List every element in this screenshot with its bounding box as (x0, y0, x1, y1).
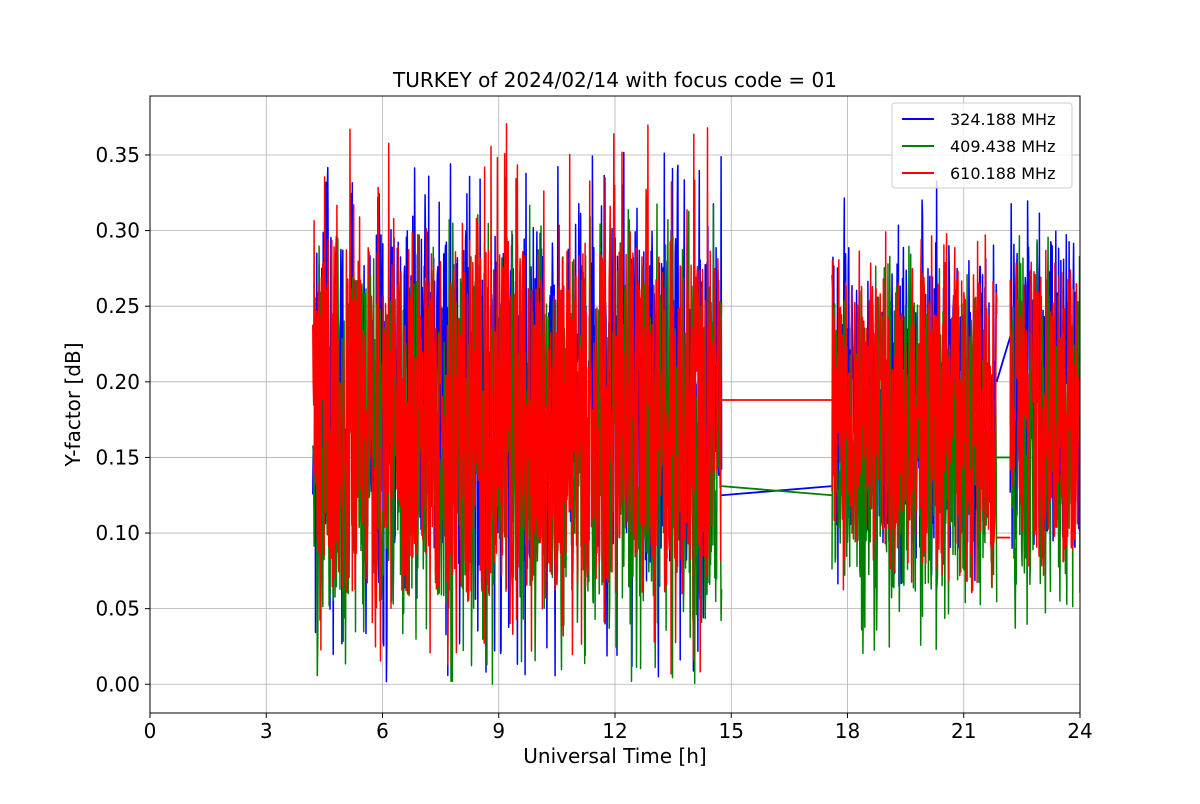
y-tick-label: 0.15 (95, 445, 140, 469)
x-axis-label: Universal Time [h] (523, 744, 706, 768)
series-409-438-connector (721, 485, 833, 497)
series-610-188-segment (831, 231, 998, 594)
x-tick-label: 24 (1067, 719, 1092, 743)
legend-box (891, 102, 1073, 189)
series-324-188-connector (995, 336, 1012, 383)
x-tick-label: 6 (376, 719, 389, 743)
x-tick-label: 21 (951, 719, 976, 743)
x-tick-label: 18 (835, 719, 860, 743)
x-axis-ticks: 0 3 6 9 12 15 18 21 24 (144, 713, 1093, 743)
y-tick-label: 0.20 (95, 370, 140, 394)
y-tick-label: 0.05 (95, 597, 140, 621)
y-tick-label: 0.35 (95, 143, 140, 167)
legend-items: 324.188 MHz 409.438 MHz 610.188 MHz (902, 110, 1055, 183)
x-tick-label: 3 (260, 719, 273, 743)
legend-label: 610.188 MHz (950, 164, 1055, 183)
legend-label: 324.188 MHz (950, 110, 1055, 129)
series-610-188-segment (1009, 249, 1080, 576)
y-tick-label: 0.10 (95, 521, 140, 545)
x-tick-label: 0 (144, 719, 157, 743)
series-610-188-segment (312, 123, 723, 675)
x-tick-label: 12 (602, 719, 627, 743)
y-axis-label: Y-factor [dB] (61, 342, 85, 467)
y-tick-label: 0.00 (95, 672, 140, 696)
y-tick-label: 0.30 (95, 219, 140, 243)
series-layer (312, 123, 1080, 685)
y-tick-label: 0.25 (95, 294, 140, 318)
y-axis-ticks: 0.00 0.05 0.10 0.15 0.20 0.25 0.30 0.35 (95, 143, 150, 696)
chart-title: TURKEY of 2024/02/14 with focus code = 0… (392, 68, 837, 92)
x-tick-label: 9 (492, 719, 505, 743)
legend: 324.188 MHz 409.438 MHz 610.188 MHz (891, 102, 1073, 189)
legend-label: 409.438 MHz (950, 137, 1055, 156)
x-tick-label: 15 (719, 719, 744, 743)
